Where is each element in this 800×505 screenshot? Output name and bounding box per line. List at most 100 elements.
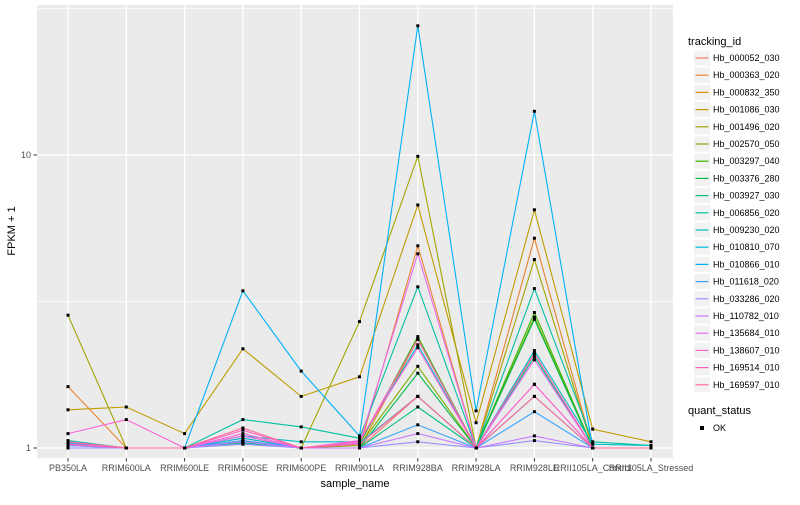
data-point [241,347,245,351]
data-point [532,355,536,359]
legend-label: Hb_000052_030 [713,53,780,63]
legend-label: Hb_006856_020 [713,208,780,218]
y-tick-label: 1 [26,443,31,453]
data-point [416,432,420,436]
legend-item-OK: OK [700,423,726,433]
x-tick-label: RRIM928LE [510,463,559,473]
data-point [532,109,536,113]
data-point [358,375,361,379]
data-point [474,409,478,413]
data-point [416,24,420,28]
data-point [532,410,536,414]
data-point [532,208,536,212]
data-point [416,346,420,350]
data-point [241,428,245,432]
data-point [532,349,536,353]
data-point [532,236,536,240]
data-point [474,421,478,425]
data-point [532,287,536,291]
legend-label: Hb_000832_350 [713,87,780,97]
data-point [416,423,420,427]
data-point [591,427,595,431]
data-point [241,426,245,430]
data-point [591,440,595,444]
data-point [532,439,536,443]
legend-item-Hb_006856_020: Hb_006856_020 [694,205,780,221]
data-point [416,244,420,248]
y-tick-label: 10 [21,150,31,160]
legend-item-Hb_001086_030: Hb_001086_030 [694,102,780,118]
legend-item-Hb_011618_020: Hb_011618_020 [694,274,779,290]
data-point [649,440,653,444]
data-point [649,444,653,447]
x-tick-label: RRII105LA_Stressed [609,463,694,473]
data-point [416,440,420,444]
data-point [532,258,536,261]
data-point [299,394,303,398]
x-tick-label: RRIM600LE [160,463,209,473]
legend-label: Hb_002570_050 [713,139,780,149]
data-point [474,446,478,450]
data-point [416,285,420,289]
legend-label: Hb_010810_070 [713,242,780,252]
legend-label: Hb_169514_010 [713,363,780,373]
legend-label: Hb_003297_040 [713,156,780,166]
legend-quant-status-title: quant_status [688,405,751,417]
data-point [532,434,536,438]
legend-item-Hb_003297_040: Hb_003297_040 [694,153,780,169]
data-point [241,432,245,436]
legend-item-Hb_009230_020: Hb_009230_020 [694,222,780,238]
data-point [241,440,245,444]
data-point [124,405,128,409]
data-point [241,436,245,440]
axes: 1 10 PB350LA RRIM600LA RRIM600LE RRIM600SE RRI… [21,150,693,473]
x-tick-label: RRIM901LA [335,463,384,473]
legend-item-Hb_003927_030: Hb_003927_030 [694,188,780,204]
x-tick-label: RRIM600PE [276,463,326,473]
x-tick-label: RRII105LA_Control [554,463,632,473]
y-axis-title: FPKM + 1 [6,206,18,255]
x-tick-label: PB350LA [49,463,87,473]
data-point [66,442,70,446]
x-tick-label: RRIM600SE [218,463,268,473]
legend-tracking-id-items: Hb_000052_030 Hb_000363_020 Hb_000832_350 H… [694,50,780,393]
legend-item-Hb_135684_010: Hb_135684_010 [694,325,780,341]
data-points [66,24,653,450]
data-point [299,425,303,429]
data-point [416,343,420,347]
gridlines [37,5,673,458]
legend-item-Hb_010866_010: Hb_010866_010 [694,256,780,272]
data-point [241,289,245,293]
legend-label: Hb_001496_020 [713,122,780,132]
data-point [591,446,595,450]
legend-item-Hb_169597_010: Hb_169597_010 [694,377,780,393]
legend-item-Hb_010810_070: Hb_010810_070 [694,239,780,255]
data-point [66,313,70,317]
data-point [416,203,420,207]
x-tick-label: RRIM928BA [393,463,443,473]
data-point [532,317,536,321]
data-point [358,320,361,324]
data-point [532,315,536,319]
data-point [649,446,653,450]
data-point [241,434,245,438]
data-point [66,408,70,412]
legend-item-Hb_000363_020: Hb_000363_020 [694,67,780,83]
data-point [183,432,187,436]
panel-background [37,5,673,458]
data-point [241,418,245,422]
legend-item-Hb_001496_020: Hb_001496_020 [694,119,780,135]
data-point [299,440,303,444]
legend-quant-status-items: OK [700,423,726,433]
legend-item-Hb_002570_050: Hb_002570_050 [694,136,780,152]
legend-label: Hb_169597_010 [713,380,780,390]
data-point [532,352,536,356]
legend-label: Hb_033286_020 [713,294,780,304]
data-point [532,394,536,398]
data-point [416,252,420,256]
legend-item-Hb_033286_020: Hb_033286_020 [694,291,780,307]
data-point [532,311,536,314]
data-point [358,436,361,440]
data-point [358,446,361,450]
